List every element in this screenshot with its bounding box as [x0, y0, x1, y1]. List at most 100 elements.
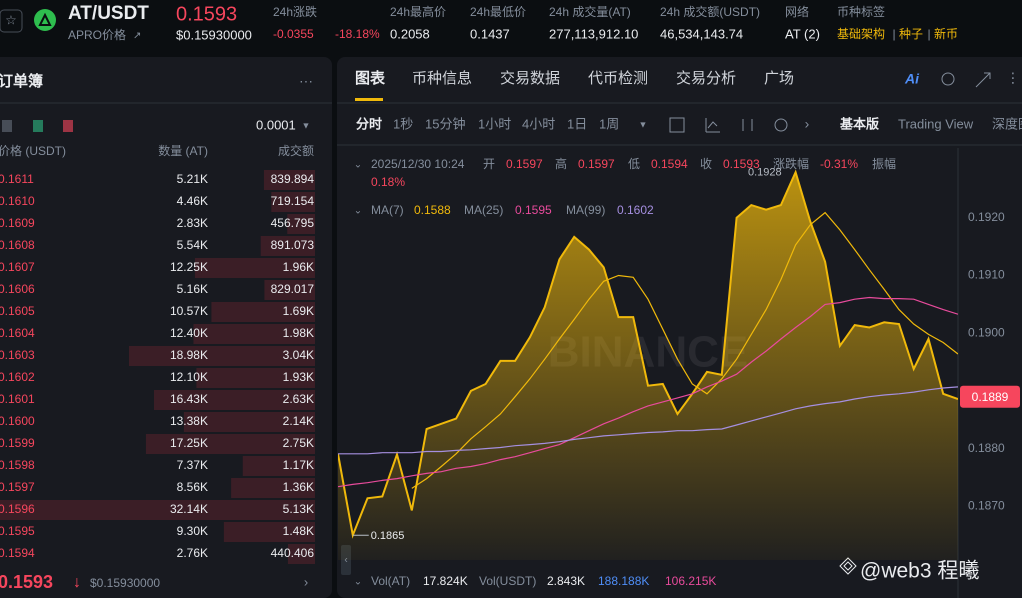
ask-amount: 7.37K	[177, 458, 208, 472]
favorite-star[interactable]	[0, 9, 23, 33]
chart-view[interactable]: Trading View	[898, 116, 974, 131]
ohlc-value: 0.1594	[651, 157, 688, 171]
ohlc-label: 高	[555, 156, 567, 171]
ask-total: 1.93K	[283, 370, 314, 384]
dropdown-caret[interactable]: ▼	[302, 120, 311, 130]
ask-amount: 9.30K	[177, 524, 208, 538]
ma-line	[338, 296, 958, 488]
tag-separator: |	[892, 27, 895, 41]
stat-label: 24h 成交量(AT)	[549, 4, 631, 19]
depth-bar	[260, 236, 315, 256]
toolbar-icon[interactable]	[705, 118, 720, 133]
ask-total: 1.48K	[283, 524, 314, 538]
y-tick-label: 0.1870	[968, 499, 1005, 513]
ask-amount: 8.56K	[177, 480, 208, 494]
toolbar-icon[interactable]	[742, 119, 753, 131]
ask-amount: 12.40K	[170, 326, 208, 340]
interval[interactable]: 1周	[599, 116, 619, 131]
depth-bar	[264, 280, 315, 300]
ask-price: 0.1610	[0, 194, 35, 208]
last-price: 0.1593	[176, 3, 237, 25]
interval[interactable]: 4小时	[522, 116, 555, 131]
volume-label: Vol(USDT)	[479, 574, 536, 588]
stat-label: 网络	[785, 4, 809, 19]
bell-icon[interactable]	[941, 72, 955, 86]
ask-price: 0.1602	[0, 370, 35, 384]
depth-bar	[263, 170, 315, 190]
more-menu[interactable]: ···	[299, 73, 313, 89]
ma-line	[411, 211, 958, 489]
ask-amount: 4.46K	[177, 194, 208, 208]
chart-tab[interactable]: 图表	[355, 69, 386, 87]
ask-total: 719.154	[271, 194, 315, 208]
depth-bar	[194, 258, 315, 278]
chart-tab[interactable]: 交易数据	[500, 69, 560, 87]
ask-amount: 2.76K	[177, 546, 208, 560]
stat-value: AT (2)	[785, 26, 820, 41]
coin-tag[interactable]: 基础架构	[837, 26, 885, 41]
chevron[interactable]: ›	[304, 574, 308, 589]
ask-total: 5.13K	[283, 502, 314, 516]
ask-price: 0.1603	[0, 348, 35, 362]
more-icon[interactable]: ⋮	[1006, 70, 1020, 86]
chart-tab[interactable]: 交易分析	[676, 69, 736, 87]
price-line	[338, 169, 958, 539]
ask-price: 0.1607	[0, 260, 35, 274]
ask-total: 1.36K	[283, 480, 314, 494]
stat-value: -0.0355	[273, 27, 314, 41]
ai-button[interactable]: Ai	[904, 71, 920, 87]
ask-amount: 10.57K	[170, 304, 208, 318]
external-link-icon: ↗	[133, 31, 141, 42]
layout-bids[interactable]	[33, 120, 43, 132]
interval[interactable]: 1秒	[393, 116, 413, 131]
toolbar-icon[interactable]	[669, 117, 685, 133]
collapse-caret[interactable]: ⌄	[354, 577, 362, 588]
ask-price: 0.1609	[0, 216, 35, 230]
coin-tag[interactable]: 新币	[934, 26, 958, 41]
layout-both[interactable]	[2, 120, 12, 132]
ask-price: 0.1605	[0, 304, 35, 318]
chart-view[interactable]: 深度图	[992, 116, 1022, 131]
ma-legend-value: 0.1588	[414, 203, 451, 217]
interval[interactable]: 分时	[356, 116, 382, 131]
ohlc-value: -0.31%	[820, 157, 858, 171]
down-arrow: ↓	[73, 574, 81, 591]
coin-logo-mark	[38, 12, 52, 26]
y-tick-label: 0.1920	[968, 210, 1005, 224]
column-header: 数量 (AT)	[158, 143, 208, 158]
collapse-caret[interactable]: ⌄	[354, 206, 362, 217]
ma-legend-name: MA(25)	[464, 203, 503, 217]
ask-price: 0.1606	[0, 282, 35, 296]
ask-amount: 17.25K	[170, 436, 208, 450]
credit-watermark: @web3 程曦	[860, 560, 979, 583]
interval[interactable]: 15分钟	[425, 116, 465, 131]
ask-price: 0.1596	[0, 502, 35, 516]
ask-amount: 12.25K	[170, 260, 208, 274]
interval[interactable]: 1小时	[478, 116, 511, 131]
chart-tab[interactable]: 币种信息	[412, 70, 472, 87]
precision-select[interactable]: 0.0001	[256, 117, 296, 132]
coin-tag[interactable]: 种子	[899, 27, 923, 41]
toolbar-icon[interactable]	[774, 118, 788, 132]
chart-tab[interactable]: 广场	[764, 70, 794, 87]
scroll-left-icon: ‹	[344, 555, 347, 566]
chart-tab[interactable]: 代币检测	[588, 70, 648, 87]
ask-total: 440.406	[271, 546, 315, 560]
chart-view[interactable]: 基本版	[839, 116, 879, 131]
interval[interactable]: 1日	[567, 116, 587, 131]
toolbar-next[interactable]: ›	[805, 116, 810, 132]
pair-symbol: AT/USDT	[68, 3, 149, 24]
collapse-caret[interactable]: ⌄	[354, 160, 362, 171]
order-book-title: 订单簿	[0, 72, 43, 90]
expand-icon[interactable]	[975, 72, 991, 88]
ask-amount: 5.16K	[177, 282, 208, 296]
ohlc-label: 振幅	[872, 156, 896, 171]
layout-asks[interactable]	[63, 120, 73, 132]
ohlc-value: 0.1597	[578, 157, 615, 171]
ask-total: 456.795	[271, 216, 315, 230]
ma-legend-name: MA(7)	[371, 203, 404, 217]
interval-dropdown[interactable]: ▼	[639, 119, 648, 129]
depth-bar	[145, 434, 315, 454]
ohlc-label: 低	[628, 157, 640, 171]
